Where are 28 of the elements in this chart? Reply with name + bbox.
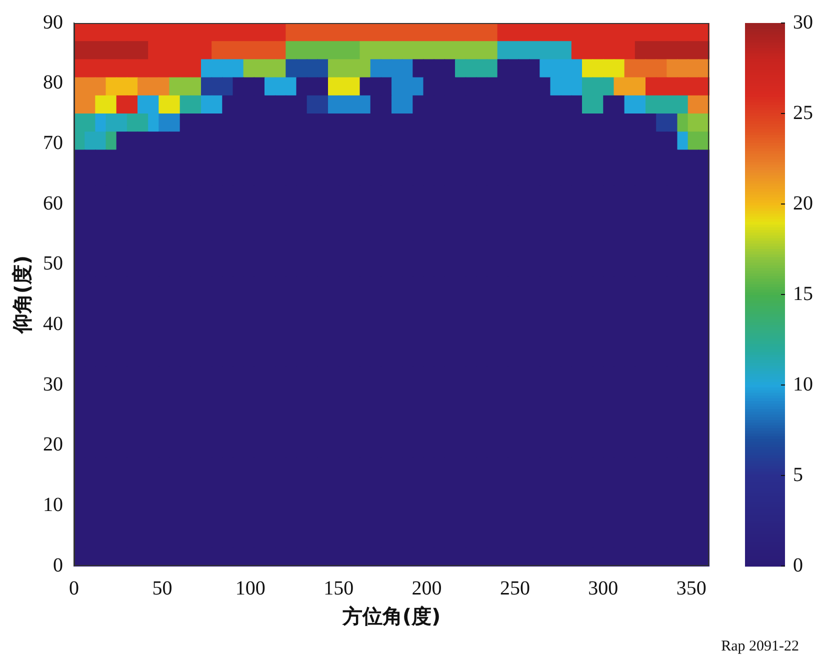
x-tick-label: 300: [588, 577, 618, 600]
y-tick-label: 10: [43, 494, 63, 516]
x-axis-title: 方位角(度): [341, 604, 441, 628]
x-tick-label: 150: [324, 577, 354, 600]
y-tick-label: 20: [43, 434, 63, 456]
color-bar-label: 10: [793, 373, 813, 396]
x-tick-label: 0: [69, 577, 79, 600]
y-tick-label: 0: [53, 554, 63, 576]
color-bar-label: 15: [793, 282, 813, 305]
x-tick-label: 50: [152, 577, 172, 600]
y-tick-label: 50: [43, 252, 63, 275]
y-tick-label: 60: [43, 192, 63, 214]
y-tick-label: 40: [43, 312, 63, 335]
color-bar-label: 20: [793, 192, 813, 214]
x-tick-label: 200: [412, 577, 442, 600]
y-tick-label: 30: [43, 373, 63, 396]
y-tick-label: 90: [43, 11, 63, 34]
x-tick-label: 100: [235, 577, 266, 600]
x-tick-label: 250: [500, 577, 530, 600]
text: Rap 2091-22: [721, 638, 799, 654]
y-tick-label: 70: [43, 132, 63, 154]
y-tick-label: 80: [43, 72, 63, 94]
color-bar-label: 0: [793, 554, 803, 576]
x-tick-label: 350: [676, 577, 706, 600]
color-bar-label: 5: [793, 464, 803, 486]
color-bar-label: 30: [793, 11, 813, 34]
color-bar-label: 25: [793, 102, 813, 124]
y-axis-title: 仰角(度): [10, 255, 34, 335]
